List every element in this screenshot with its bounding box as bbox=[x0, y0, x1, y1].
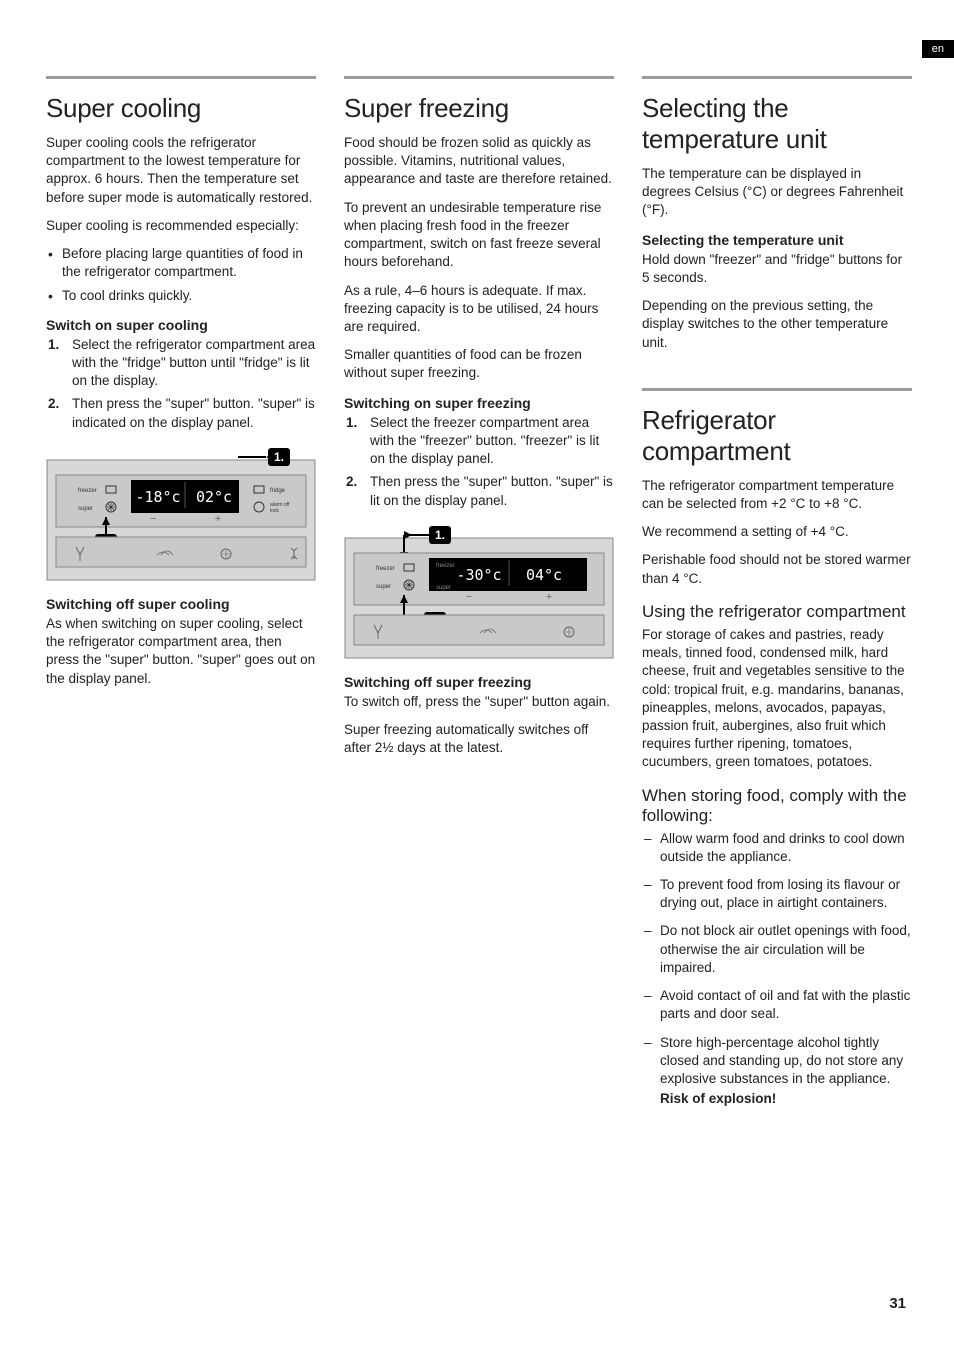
subheading: Switching off super cooling bbox=[46, 596, 316, 612]
language-tab: en bbox=[922, 40, 954, 58]
subheading: Switching off super freezing bbox=[344, 674, 614, 690]
list-item: To cool drinks quickly. bbox=[46, 287, 316, 305]
subheading: Selecting the temperature unit bbox=[642, 232, 912, 248]
section-rule bbox=[642, 388, 912, 391]
para: Depending on the previous setting, the d… bbox=[642, 297, 912, 352]
para: Food should be frozen solid as quickly a… bbox=[344, 134, 614, 189]
risk-warning: Risk of explosion! bbox=[660, 1090, 912, 1108]
list-item: Store high-percentage alcohol tightly cl… bbox=[642, 1034, 912, 1109]
control-panel-figure-2: 1. freezer super freezer super -30°c 04°… bbox=[344, 520, 614, 660]
label-freezer: freezer bbox=[376, 566, 395, 572]
svg-text:super: super bbox=[436, 585, 451, 591]
label-freezer: freezer bbox=[78, 488, 97, 494]
list-item-text: Store high-percentage alcohol tightly cl… bbox=[660, 1035, 903, 1086]
list-item: Avoid contact of oil and fat with the pl… bbox=[642, 987, 912, 1023]
list-item: Do not block air outlet openings with fo… bbox=[642, 922, 912, 977]
svg-text:+: + bbox=[215, 513, 221, 525]
heading-super-freezing: Super freezing bbox=[344, 93, 614, 124]
subheading: When storing food, comply with the follo… bbox=[642, 786, 912, 826]
page-number: 31 bbox=[889, 1295, 906, 1312]
column-2: Super freezing Food should be frozen sol… bbox=[344, 40, 614, 1118]
display-fridge-temp: 02°c bbox=[196, 488, 232, 506]
dash-list: Allow warm food and drinks to cool down … bbox=[642, 830, 912, 1109]
svg-text:lock: lock bbox=[270, 508, 279, 514]
svg-text:freezer: freezer bbox=[436, 563, 455, 569]
bullet-list: Before placing large quantities of food … bbox=[46, 245, 316, 305]
callout-1: 1. bbox=[435, 528, 445, 542]
para: For storage of cakes and pastries, ready… bbox=[642, 626, 912, 772]
column-1: Super cooling Super cooling cools the re… bbox=[46, 40, 316, 1118]
list-item: To prevent food from losing its flavour … bbox=[642, 876, 912, 912]
para: We recommend a setting of +4 °C. bbox=[642, 523, 912, 541]
section-rule bbox=[344, 76, 614, 79]
label-fridge: fridge bbox=[270, 488, 286, 494]
heading-refrigerator-compartment: Refrigerator compartment bbox=[642, 405, 912, 467]
list-item: Then press the "super" button. "super" i… bbox=[46, 395, 316, 431]
subheading: Switch on super cooling bbox=[46, 317, 316, 333]
numbered-list: Select the freezer compartment area with… bbox=[344, 414, 614, 510]
para: To prevent an undesirable temperature ri… bbox=[344, 199, 614, 272]
subheading: Switching on super freezing bbox=[344, 395, 614, 411]
para: Super cooling is recommended especially: bbox=[46, 217, 316, 235]
para: As a rule, 4–6 hours is adequate. If max… bbox=[344, 282, 614, 337]
list-item: Allow warm food and drinks to cool down … bbox=[642, 830, 912, 866]
para: The temperature can be displayed in degr… bbox=[642, 165, 912, 220]
para: Super freezing automatically switches of… bbox=[344, 721, 614, 757]
section-rule bbox=[46, 76, 316, 79]
callout-1: 1. bbox=[274, 450, 284, 464]
display-fridge-temp: 04°c bbox=[526, 566, 562, 584]
page-columns: Super cooling Super cooling cools the re… bbox=[46, 40, 912, 1118]
svg-text:−: − bbox=[150, 513, 156, 525]
list-item: Then press the "super" button. "super" i… bbox=[344, 473, 614, 509]
para: Hold down "freezer" and "fridge" buttons… bbox=[642, 251, 912, 287]
label-super: super bbox=[78, 506, 93, 512]
list-item: Before placing large quantities of food … bbox=[46, 245, 316, 281]
subheading: Using the refrigerator compartment bbox=[642, 602, 912, 622]
heading-temp-unit: Selecting the temperature unit bbox=[642, 93, 912, 155]
column-3: Selecting the temperature unit The tempe… bbox=[642, 40, 912, 1118]
label-super: super bbox=[376, 584, 391, 590]
para: As when switching on super cooling, sele… bbox=[46, 615, 316, 688]
heading-super-cooling: Super cooling bbox=[46, 93, 316, 124]
control-panel-figure-1: 1. freezer super -18°c 02°c − + frid bbox=[46, 442, 316, 582]
para: Smaller quantities of food can be frozen… bbox=[344, 346, 614, 382]
para: Perishable food should not be stored war… bbox=[642, 551, 912, 587]
para: Super cooling cools the refrigerator com… bbox=[46, 134, 316, 207]
display-freezer-temp: -18°c bbox=[135, 488, 180, 506]
para: To switch off, press the "super" button … bbox=[344, 693, 614, 711]
svg-text:−: − bbox=[466, 591, 472, 603]
svg-text:+: + bbox=[546, 591, 552, 603]
para: The refrigerator compartment temperature… bbox=[642, 477, 912, 513]
section-rule bbox=[642, 76, 912, 79]
list-item: Select the freezer compartment area with… bbox=[344, 414, 614, 469]
numbered-list: Select the refrigerator compartment area… bbox=[46, 336, 316, 432]
display-freezer-temp: -30°c bbox=[456, 566, 501, 584]
list-item: Select the refrigerator compartment area… bbox=[46, 336, 316, 391]
